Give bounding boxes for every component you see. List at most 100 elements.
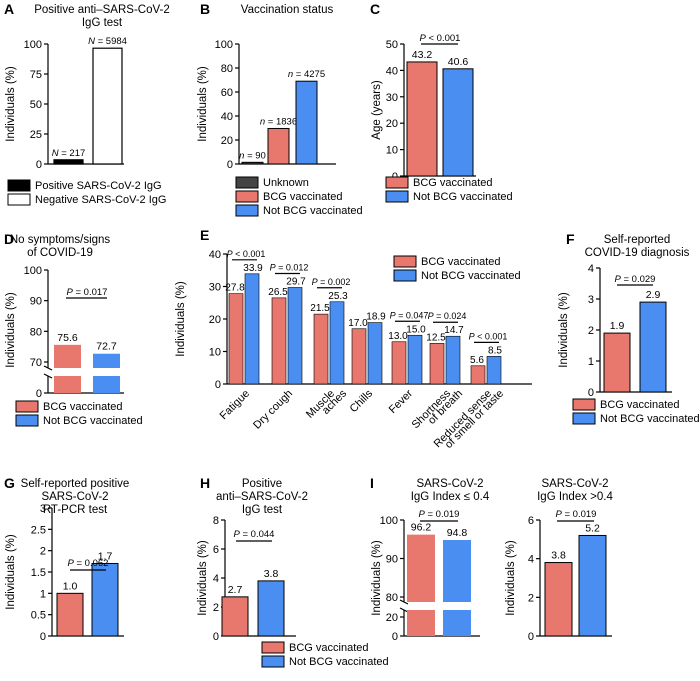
panel-b-ylabel: Individuals (%): [197, 66, 209, 142]
panel-g-bar-label-0: 1.0: [63, 580, 78, 592]
panel-e-category-0-line-0: Fatigue: [218, 388, 252, 422]
panel-d-bar-bottom-1: [93, 376, 120, 393]
panel-g-pvalue: P = 0.062: [68, 558, 109, 569]
panel-d-ytick-label-0: 100: [24, 265, 42, 277]
panel-f-bar-0: [603, 332, 631, 393]
panel-c-bar-label-1: 40.6: [448, 56, 469, 68]
panel-b-title-line-0: Vaccination status: [241, 4, 334, 16]
panel-a-ylabel: Individuals (%): [5, 66, 17, 142]
panel-c-ytick-label-2: 20: [386, 118, 398, 130]
panel-e-bar-label-3-1: 18.9: [366, 312, 386, 323]
panel-g-ylabel: Individuals (%): [5, 534, 17, 610]
panel-e-bar-label-6-0: 5.6: [470, 355, 484, 366]
panel-e-ytick-label-4: 40: [209, 249, 221, 261]
panel-b-legend-label-1: BCG vaccinated: [263, 191, 342, 203]
panel-h-title-line-2: IgG test: [242, 504, 283, 516]
panel-i2-title-line-1: IgG Index >0.4: [537, 491, 613, 503]
panel-d-title-line-1: of COVID-19: [27, 247, 93, 259]
panel-e-bar-0-0: [228, 293, 244, 385]
panel-letter-G: G: [4, 475, 15, 491]
panel-g-title-line-2: RT-PCR test: [43, 504, 108, 516]
panel-a-legend-label-1: Negative SARS-CoV-2 IgG: [35, 194, 166, 206]
panel-f-ytick-label-2: 2: [588, 325, 594, 337]
panel-a-legend-swatch-1: [7, 193, 31, 206]
panel-f-ylabel: Individuals (%): [558, 292, 570, 368]
panel-b-ytick-label-5: 100: [215, 39, 233, 51]
panel-a-bar-label-0: N = 217: [52, 148, 86, 159]
panel-e-bar-label-0-0: 27.8: [225, 283, 245, 294]
panel-g-ytick-label-1: 0.5: [31, 610, 46, 622]
panel-e-bar-label-2-1: 25.3: [328, 291, 348, 302]
panel-c-bar-1: [442, 68, 474, 177]
panel-e-bar-3-1: [367, 322, 383, 385]
panel-g-ytick-label-5: 2.5: [31, 524, 46, 536]
panel-h-legend-swatch-0: [261, 641, 285, 654]
panel-letter-B: B: [200, 1, 210, 17]
panel-g-ytick-label-3: 1.5: [31, 567, 46, 579]
panel-letter-C: C: [370, 1, 380, 17]
panel-d-ytick-label-2: 80: [30, 326, 42, 338]
panel-f-pvalue: P = 0.029: [615, 274, 656, 285]
panel-c-ylabel: Age (years): [371, 80, 383, 140]
panel-i1-bar-label-0: 96.2: [411, 522, 432, 534]
panel-letter-I: I: [370, 475, 374, 491]
panel-g-title-line-0: Self-reported positive: [21, 478, 130, 490]
panel-i2-bar-1: [578, 534, 607, 637]
panel-e-ytick-label-1: 10: [209, 347, 221, 359]
panel-b-ytick-label-2: 40: [221, 111, 233, 123]
panel-i2-bar-0: [544, 562, 573, 637]
panel-i1-ylabel: Individuals (%): [371, 540, 383, 616]
panel-e-ytick-label-3: 30: [209, 282, 221, 294]
panel-e-bar-label-6-1: 8.5: [488, 345, 502, 356]
panel-h-legend-label-0: BCG vaccinated: [289, 642, 368, 654]
panel-e-bar-label-0-1: 33.9: [243, 263, 263, 274]
panel-i1-bar-top-1: [443, 540, 471, 602]
panel-e-pvalue-1: P = 0.012: [270, 262, 309, 272]
panel-i1-ytick-label-4: 0: [392, 631, 398, 643]
panel-e-category-1-line-0: Dry cough: [251, 388, 295, 432]
panel-letter-A: A: [4, 1, 14, 17]
panel-e-category-3-line-0: Chills: [348, 387, 376, 415]
panel-e-bar-0-1: [244, 273, 260, 385]
panel-i1-break-mark-1: [399, 607, 409, 613]
panel-g-ytick-label-2: 1: [40, 588, 46, 600]
panel-f-legend-label-1: Not BCG vaccinated: [600, 413, 700, 425]
panel-a-title-line-0: Positive anti–SARS-CoV-2: [34, 4, 170, 16]
panel-i2-ytick-label-3: 6: [528, 515, 534, 527]
panel-c-legend-swatch-1: [385, 190, 409, 203]
panel-a-ytick-label-2: 50: [30, 99, 42, 111]
panel-f-ytick-label-1: 1: [588, 356, 594, 368]
panel-e-pvalue-4: P = 0.047: [390, 310, 429, 320]
panel-e-bar-6-0: [470, 365, 486, 385]
panel-f-title-line-1: COVID-19 diagnosis: [585, 247, 690, 259]
panel-c-bar-0: [406, 61, 438, 177]
panel-i2-ytick-label-0: 0: [528, 631, 534, 643]
panel-e-bar-label-1-0: 26.5: [268, 287, 288, 298]
panel-i1-ytick-label-1: 90: [386, 554, 398, 566]
panel-g-bar-0: [56, 592, 84, 637]
panel-h-ytick-label-1: 2: [213, 602, 219, 614]
panel-e-pvalue-2: P = 0.002: [312, 277, 351, 287]
panel-f-bar-1: [639, 301, 667, 393]
panel-d-bar-bottom-0: [54, 376, 81, 393]
panel-d-legend-label-1: Not BCG vaccinated: [43, 415, 143, 427]
panel-i2-title-line-0: SARS-CoV-2: [541, 478, 608, 490]
panel-a-ytick-label-4: 100: [24, 39, 42, 51]
panel-f-ytick-label-3: 3: [588, 294, 594, 306]
panel-f-bar-label-0: 1.9: [610, 320, 625, 332]
panel-b-bar-1: [267, 127, 290, 165]
panel-e-ylabel: Individuals (%): [175, 281, 187, 357]
panel-b-bar-label-2: n = 4275: [288, 69, 325, 80]
panel-c-ytick-label-3: 30: [386, 92, 398, 104]
panel-b-ytick-label-3: 60: [221, 87, 233, 99]
panel-e-category-4-line-0: Fever: [387, 387, 416, 416]
panel-i1-bar-top-0: [407, 534, 435, 602]
panel-e-ytick-label-0: 0: [215, 379, 221, 391]
panel-e-bar-6-1: [486, 356, 502, 385]
panel-c-ytick-label-4: 40: [386, 65, 398, 77]
panel-i1-ytick-label-2: 80: [386, 592, 398, 604]
panel-b-ytick-label-0: 0: [227, 159, 233, 171]
panel-a-bar-label-1: N = 5984: [88, 36, 127, 47]
panel-e-bar-label-4-0: 13.0: [388, 331, 408, 342]
panel-d-ytick-label-1: 90: [30, 296, 42, 308]
